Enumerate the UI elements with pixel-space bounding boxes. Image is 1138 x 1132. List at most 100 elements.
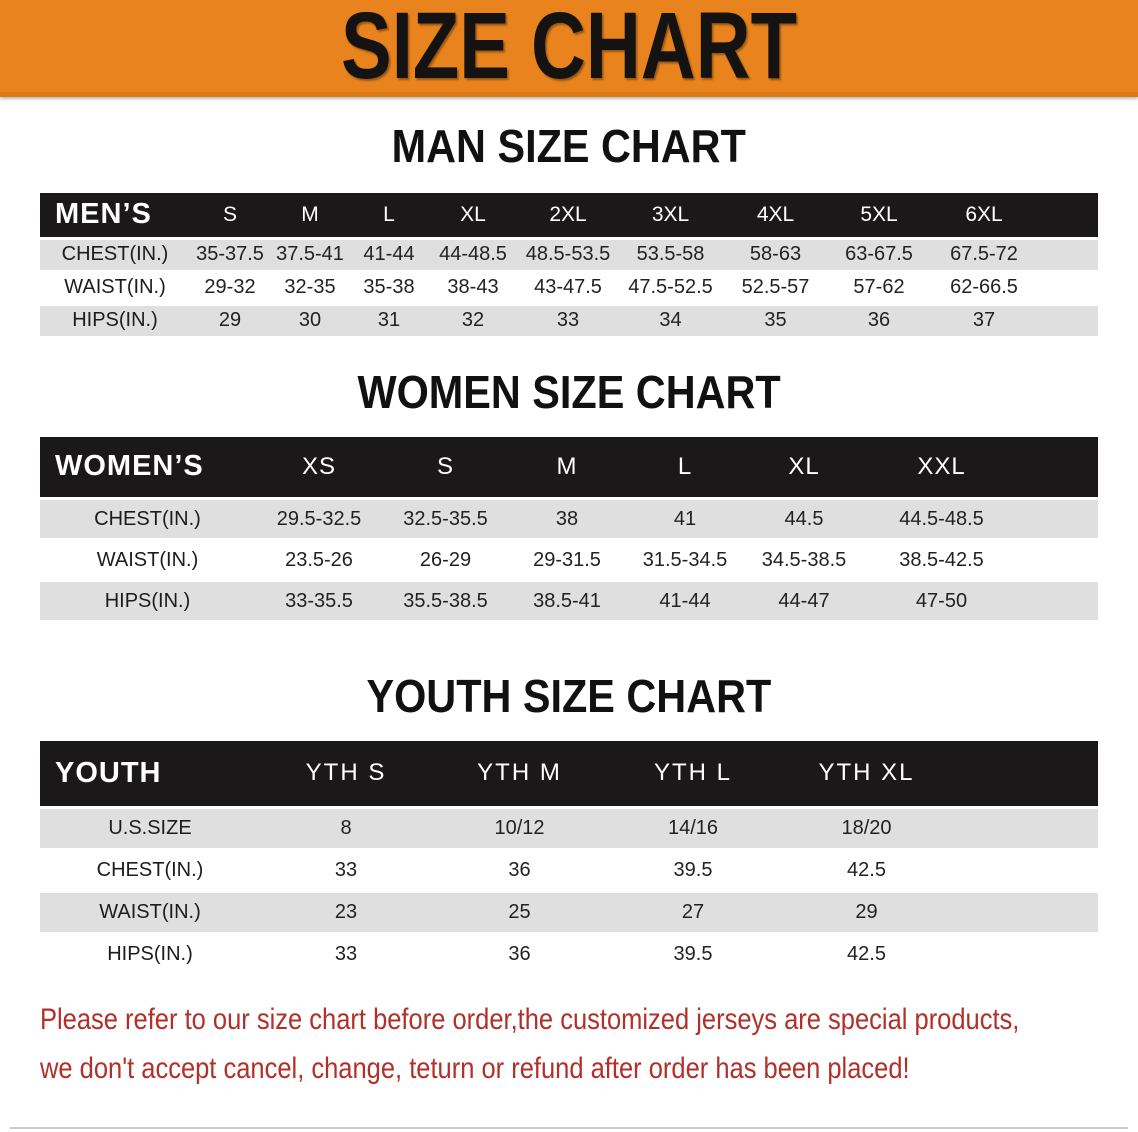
size-value-cell: 34: [618, 304, 723, 339]
size-value-cell: 35-37.5: [190, 238, 270, 273]
size-column-header: M: [508, 436, 626, 500]
spacer-cell: [1038, 193, 1098, 240]
size-value-cell: 42.5: [779, 849, 954, 893]
policy-line-1: Please refer to our size chart before or…: [40, 1002, 1020, 1036]
table-row-waist: WAIST(IN.) 29-32 32-35 35-38 38-43 43-47…: [40, 271, 1098, 306]
size-value-cell: 29: [190, 304, 270, 339]
size-column-header: YTH L: [607, 741, 779, 809]
size-value-cell: 23: [260, 891, 432, 935]
womens-chart-heading: WOMEN SIZE CHART: [357, 365, 781, 418]
size-value-cell: 29: [779, 891, 954, 935]
size-value-cell: 33: [260, 849, 432, 893]
size-column-header: XS: [255, 436, 383, 500]
row-label: WAIST(IN.): [40, 539, 255, 582]
size-value-cell: 44.5-48.5: [864, 498, 1019, 541]
spacer-cell: [1019, 580, 1098, 623]
size-value-cell: 42.5: [779, 933, 954, 977]
row-label: WAIST(IN.): [40, 891, 260, 935]
row-label: CHEST(IN.): [40, 238, 190, 273]
spacer-cell: [954, 807, 1098, 851]
size-column-header: S: [383, 436, 508, 500]
size-value-cell: 38.5-41: [508, 580, 626, 623]
mens-size-table: MEN’S S M L XL 2XL 3XL 4XL 5XL 6XL CHEST…: [40, 193, 1098, 339]
size-value-cell: 14/16: [607, 807, 779, 851]
spacer-cell: [954, 741, 1098, 809]
size-value-cell: 29.5-32.5: [255, 498, 383, 541]
size-value-cell: 38-43: [428, 271, 518, 306]
size-value-cell: 44.5: [744, 498, 864, 541]
row-label: WAIST(IN.): [40, 271, 190, 306]
table-row-waist: WAIST(IN.) 23.5-26 26-29 29-31.5 31.5-34…: [40, 539, 1098, 582]
row-label: CHEST(IN.): [40, 849, 260, 893]
size-column-header: S: [190, 193, 270, 240]
size-column-header: L: [626, 436, 744, 500]
size-value-cell: 53.5-58: [618, 238, 723, 273]
size-column-header: YTH S: [260, 741, 432, 809]
size-value-cell: 18/20: [779, 807, 954, 851]
size-value-cell: 62-66.5: [930, 271, 1038, 306]
size-value-cell: 39.5: [607, 849, 779, 893]
spacer-cell: [1019, 498, 1098, 541]
size-column-header: YTH M: [432, 741, 607, 809]
size-value-cell: 35: [723, 304, 828, 339]
size-column-header: 6XL: [930, 193, 1038, 240]
table-corner-label: WOMEN’S: [40, 436, 255, 500]
size-value-cell: 43-47.5: [518, 271, 618, 306]
size-value-cell: 41: [626, 498, 744, 541]
size-value-cell: 47.5-52.5: [618, 271, 723, 306]
size-column-header: YTH XL: [779, 741, 954, 809]
size-value-cell: 37.5-41: [270, 238, 350, 273]
mens-header-row: MEN’S S M L XL 2XL 3XL 4XL 5XL 6XL: [40, 193, 1098, 240]
spacer-cell: [1038, 271, 1098, 306]
size-column-header: M: [270, 193, 350, 240]
table-row-ussize: U.S.SIZE 8 10/12 14/16 18/20: [40, 807, 1098, 851]
size-value-cell: 8: [260, 807, 432, 851]
size-value-cell: 44-48.5: [428, 238, 518, 273]
size-column-header: 2XL: [518, 193, 618, 240]
size-value-cell: 32.5-35.5: [383, 498, 508, 541]
row-label: HIPS(IN.): [40, 304, 190, 339]
spacer-cell: [954, 849, 1098, 893]
size-value-cell: 67.5-72: [930, 238, 1038, 273]
row-label: HIPS(IN.): [40, 580, 255, 623]
table-row-hips: HIPS(IN.) 33-35.5 35.5-38.5 38.5-41 41-4…: [40, 580, 1098, 623]
size-value-cell: 27: [607, 891, 779, 935]
size-value-cell: 44-47: [744, 580, 864, 623]
spacer-cell: [1038, 238, 1098, 273]
size-value-cell: 63-67.5: [828, 238, 930, 273]
order-policy-note: Please refer to our size chart before or…: [40, 995, 1138, 1093]
size-column-header: 4XL: [723, 193, 828, 240]
size-value-cell: 35-38: [350, 271, 428, 306]
size-value-cell: 36: [828, 304, 930, 339]
row-label: HIPS(IN.): [40, 933, 260, 977]
size-value-cell: 37: [930, 304, 1038, 339]
row-label: CHEST(IN.): [40, 498, 255, 541]
spacer-cell: [954, 933, 1098, 977]
spacer-cell: [954, 891, 1098, 935]
size-value-cell: 41-44: [626, 580, 744, 623]
size-value-cell: 58-63: [723, 238, 828, 273]
size-value-cell: 29-31.5: [508, 539, 626, 582]
size-value-cell: 34.5-38.5: [744, 539, 864, 582]
size-value-cell: 39.5: [607, 933, 779, 977]
size-value-cell: 31.5-34.5: [626, 539, 744, 582]
size-column-header: 3XL: [618, 193, 723, 240]
table-row-chest: CHEST(IN.) 33 36 39.5 42.5: [40, 849, 1098, 893]
size-value-cell: 10/12: [432, 807, 607, 851]
size-column-header: L: [350, 193, 428, 240]
size-value-cell: 35.5-38.5: [383, 580, 508, 623]
spacer-cell: [1019, 436, 1098, 500]
mens-chart-heading: MAN SIZE CHART: [391, 120, 747, 172]
youth-header-row: YOUTH YTH S YTH M YTH L YTH XL: [40, 741, 1098, 809]
size-column-header: XXL: [864, 436, 1019, 500]
size-value-cell: 31: [350, 304, 428, 339]
youth-size-table: YOUTH YTH S YTH M YTH L YTH XL U.S.SIZE …: [40, 741, 1098, 977]
size-value-cell: 36: [432, 933, 607, 977]
size-value-cell: 57-62: [828, 271, 930, 306]
size-value-cell: 32-35: [270, 271, 350, 306]
bottom-divider: [10, 1127, 1128, 1129]
womens-size-table: WOMEN’S XS S M L XL XXL CHEST(IN.) 29.5-…: [40, 436, 1098, 623]
size-value-cell: 36: [432, 849, 607, 893]
spacer-cell: [1019, 539, 1098, 582]
size-value-cell: 38.5-42.5: [864, 539, 1019, 582]
